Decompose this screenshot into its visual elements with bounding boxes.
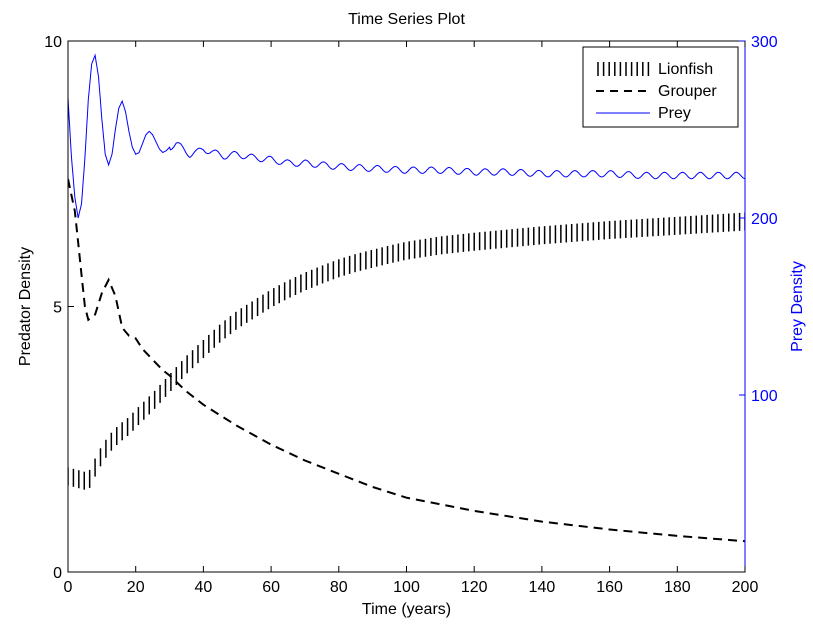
prey-line — [68, 53, 745, 219]
legend-label-lionfish: Lionfish — [658, 61, 713, 78]
x-tick-label: 0 — [64, 579, 73, 596]
x-tick-label: 20 — [127, 579, 145, 596]
series-prey — [68, 53, 745, 219]
y-right-tick-label: 100 — [751, 388, 778, 405]
x-tick-label: 40 — [195, 579, 213, 596]
x-tick-label: 160 — [596, 579, 623, 596]
y-left-tick-label: 0 — [53, 565, 62, 582]
x-axis-ticks: 0 20 40 60 80 100 120 140 160 180 200 — [64, 41, 759, 596]
legend-label-prey: Prey — [658, 105, 691, 122]
x-tick-label: 180 — [664, 579, 691, 596]
grouper-line — [68, 178, 745, 543]
plot-area — [68, 53, 745, 543]
x-tick-label: 100 — [393, 579, 420, 596]
legend: Lionfish Grouper Prey — [582, 46, 739, 128]
y-left-tick-label: 5 — [53, 300, 62, 317]
x-axis-title: Time (years) — [362, 601, 451, 618]
chart-title: Time Series Plot — [348, 11, 465, 28]
legend-entry-grouper: Grouper — [596, 83, 717, 100]
x-tick-label: 60 — [262, 579, 280, 596]
legend-entry-lionfish: Lionfish — [597, 61, 713, 78]
y-left-axis-title: Predator Density — [17, 247, 34, 366]
y-right-tick-label: 200 — [751, 211, 778, 228]
x-tick-label: 120 — [461, 579, 488, 596]
x-tick-label: 200 — [732, 579, 759, 596]
y-left-tick-label: 10 — [44, 34, 62, 51]
y-right-tick-label: 300 — [751, 34, 778, 51]
x-tick-label: 140 — [529, 579, 556, 596]
x-tick-label: 80 — [330, 579, 348, 596]
series-grouper — [68, 178, 745, 543]
y-left-axis-ticks: 0 5 10 — [44, 34, 74, 582]
y-right-axis-ticks: 100 200 300 — [739, 34, 778, 405]
y-right-axis-title: Prey Density — [789, 261, 806, 352]
series-lionfish — [68, 212, 745, 490]
legend-label-grouper: Grouper — [658, 83, 717, 100]
legend-swatch-lionfish — [597, 62, 650, 76]
legend-box — [582, 46, 739, 128]
legend-entry-prey: Prey — [596, 105, 691, 122]
